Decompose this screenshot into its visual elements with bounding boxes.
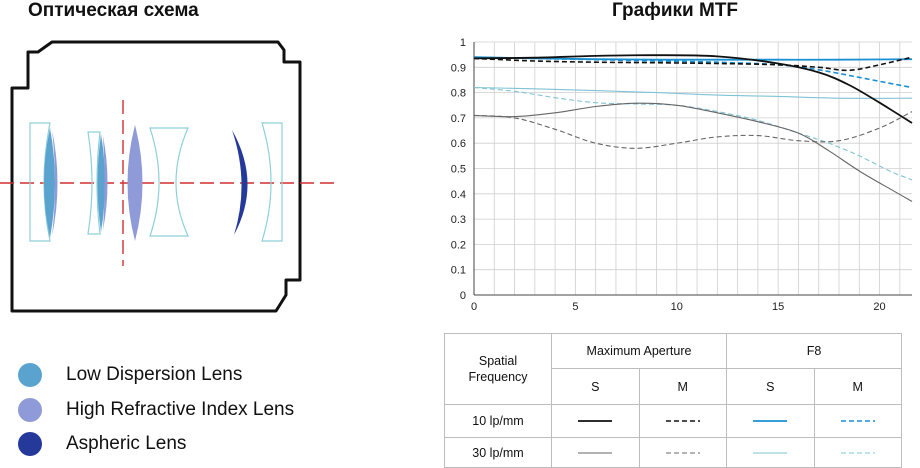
- low-dispersion-lens-2: [97, 134, 105, 232]
- mtf-series-line: [473, 102, 913, 202]
- mtf-series-line: [473, 56, 913, 72]
- x-tick-label: 15: [772, 301, 784, 313]
- max-aperture-m-header: M: [638, 368, 727, 405]
- row-30-label: 30 lp/mm: [444, 437, 552, 468]
- mtf-tick-labels: 00.10.20.30.40.50.60.70.80.910 5 10 15 20: [451, 37, 886, 313]
- y-tick-label: 0.3: [451, 214, 466, 226]
- sample-max-m-30: [638, 437, 727, 468]
- row-10-label: 10 lp/mm: [444, 404, 552, 438]
- sample-f8-m-30: [813, 437, 902, 468]
- mtf-grid: [473, 41, 912, 296]
- y-tick-label: 0.5: [451, 164, 466, 176]
- sample-max-s-30: [551, 437, 640, 468]
- legend-low-dispersion: Low Dispersion Lens: [18, 362, 242, 388]
- y-tick-label: 0.8: [451, 88, 466, 100]
- x-tick-label: 5: [572, 301, 578, 313]
- f8-header: F8: [726, 333, 902, 369]
- max-aperture-header: Maximum Aperture: [551, 333, 727, 369]
- mtf-series-group: [473, 54, 913, 202]
- sample-max-s-10: [551, 404, 640, 438]
- y-tick-label: 0: [460, 290, 466, 302]
- sample-max-m-10: [638, 404, 727, 438]
- low-dispersion-swatch: [18, 363, 42, 387]
- mtf-series-line: [473, 86, 913, 181]
- x-tick-label: 20: [873, 301, 885, 313]
- y-tick-label: 0.7: [451, 113, 466, 125]
- optical-scheme-title: Оптическая схема: [28, 0, 199, 21]
- sample-f8-s-30: [726, 437, 815, 468]
- mtf-legend-table: Spatial Frequency Maximum Aperture F8 S …: [444, 333, 902, 468]
- aspheric-lens: [232, 130, 248, 235]
- aspheric-label: Aspheric Lens: [66, 433, 187, 454]
- lens-element-3: [149, 127, 189, 237]
- high-refractive-lens-2: [103, 136, 108, 230]
- spatial-frequency-header: Spatial Frequency: [444, 333, 552, 405]
- lens-element-2: [87, 131, 101, 235]
- sample-f8-m-10: [813, 404, 902, 438]
- y-tick-label: 1: [460, 37, 466, 49]
- high-refractive-lens-3: [127, 125, 143, 241]
- max-aperture-s-header: S: [551, 368, 640, 405]
- optical-scheme-diagram: [0, 40, 340, 313]
- legend-aspheric: Aspheric Lens: [18, 431, 186, 457]
- f8-s-header: S: [726, 368, 815, 405]
- mtf-series-line: [473, 56, 913, 89]
- f8-m-header: M: [813, 368, 902, 405]
- legend-high-refractive: High Refractive Index Lens: [18, 397, 294, 423]
- y-tick-label: 0.9: [451, 62, 466, 74]
- x-tick-label: 10: [671, 301, 683, 313]
- y-tick-label: 0.2: [451, 239, 466, 251]
- y-tick-label: 0.4: [451, 189, 466, 201]
- aspheric-swatch: [18, 432, 42, 456]
- low-dispersion-label: Low Dispersion Lens: [66, 364, 243, 385]
- mtf-chart: 00.10.20.30.40.50.60.70.80.910 5 10 15 20: [451, 37, 913, 313]
- sample-f8-s-10: [726, 404, 815, 438]
- mtf-chart-title: Графики MTF: [612, 0, 739, 21]
- high-refractive-lens-1: [52, 130, 58, 236]
- lens-element-4: [261, 122, 283, 242]
- y-tick-label: 0.1: [451, 265, 466, 277]
- mtf-series-line: [473, 54, 913, 124]
- y-tick-label: 0.6: [451, 138, 466, 150]
- mtf-series-line: [473, 111, 913, 149]
- high-refractive-label: High Refractive Index Lens: [66, 399, 295, 420]
- low-dispersion-lens-1: [44, 128, 55, 238]
- high-refractive-swatch: [18, 398, 42, 422]
- x-tick-label: 0: [471, 301, 477, 313]
- lens-barrel-outline: [10, 40, 302, 313]
- mtf-series-line: [473, 86, 913, 99]
